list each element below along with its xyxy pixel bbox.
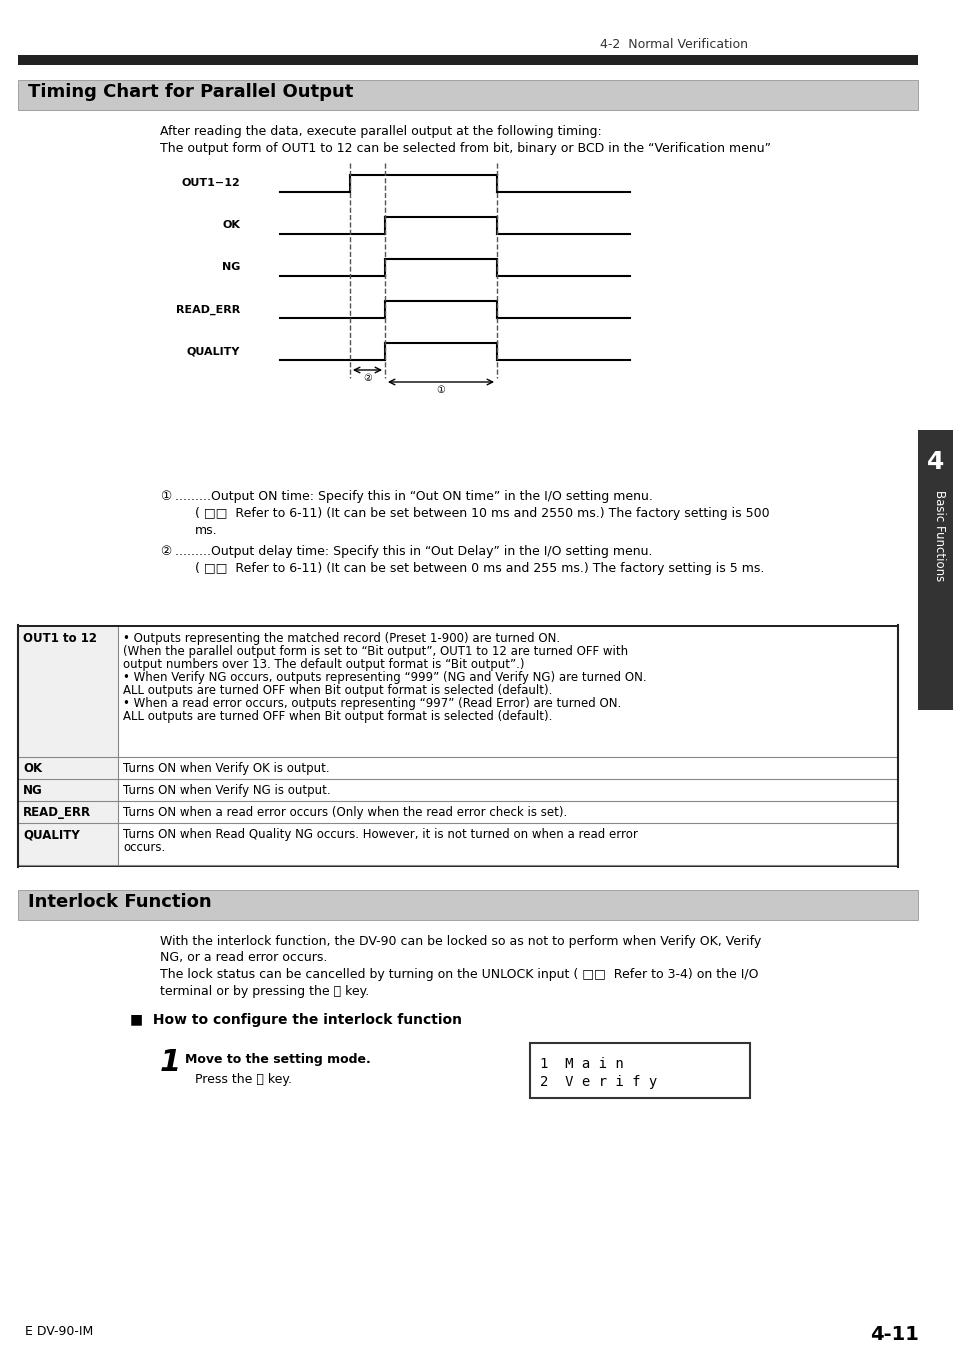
Text: output numbers over 13. The default output format is “Bit output”.): output numbers over 13. The default outp… (123, 658, 524, 671)
Bar (18, 800, 897, 823)
Text: Move to the setting mode.: Move to the setting mode. (185, 1053, 371, 1065)
Text: Turns ON when Read Quality NG occurs. However, it is not turned on when a read e: Turns ON when Read Quality NG occurs. Ho… (123, 827, 638, 841)
Bar (18, 865, 897, 867)
Bar (530, 1042, 749, 1098)
Text: With the interlock function, the DV-90 can be locked so as not to perform when V: With the interlock function, the DV-90 c… (160, 936, 760, 948)
Bar (18, 823, 897, 865)
Bar (18, 627, 118, 757)
Text: 2  V e r i f y: 2 V e r i f y (539, 1075, 657, 1088)
Text: ALL outputs are turned OFF when Bit output format is selected (default).: ALL outputs are turned OFF when Bit outp… (123, 684, 552, 698)
Text: ②: ② (160, 545, 172, 558)
Text: QUALITY: QUALITY (23, 827, 80, 841)
Text: ②: ② (363, 373, 372, 383)
Text: .........Output delay time: Specify this in “Out Delay” in the I/O setting menu.: .........Output delay time: Specify this… (174, 545, 652, 558)
Text: terminal or by pressing the ⓨ key.: terminal or by pressing the ⓨ key. (160, 986, 369, 998)
Text: ms.: ms. (194, 525, 217, 537)
Text: Press the Ⓐ key.: Press the Ⓐ key. (194, 1073, 292, 1086)
Bar (18, 55, 917, 65)
Text: .........Output ON time: Specify this in “Out ON time” in the I/O setting menu.: .........Output ON time: Specify this in… (174, 489, 652, 503)
Text: • Outputs representing the matched record (Preset 1-900) are turned ON.: • Outputs representing the matched recor… (123, 631, 559, 645)
Text: OUT1−12: OUT1−12 (181, 178, 240, 188)
Text: QUALITY: QUALITY (187, 346, 240, 357)
Text: ■  How to configure the interlock function: ■ How to configure the interlock functio… (130, 1013, 461, 1028)
Bar (18, 757, 118, 779)
Text: Interlock Function: Interlock Function (28, 894, 212, 911)
Bar (18, 890, 917, 919)
Text: Basic Functions: Basic Functions (933, 489, 945, 581)
Text: OUT1 to 12: OUT1 to 12 (23, 631, 97, 645)
Text: • When a read error occurs, outputs representing “997” (Read Error) are turned O: • When a read error occurs, outputs repr… (123, 698, 620, 710)
Text: 4-11: 4-11 (869, 1325, 918, 1344)
Text: READ_ERR: READ_ERR (23, 806, 91, 819)
Text: (When the parallel output form is set to “Bit output”, OUT1 to 12 are turned OFF: (When the parallel output form is set to… (123, 645, 627, 658)
Text: • When Verify NG occurs, outputs representing “999” (NG and Verify NG) are turne: • When Verify NG occurs, outputs represe… (123, 671, 646, 684)
Bar (18, 80, 917, 110)
Text: ( □□  Refer to 6-11) (It can be set between 10 ms and 2550 ms.) The factory sett: ( □□ Refer to 6-11) (It can be set betwe… (194, 507, 769, 521)
Bar (18, 779, 897, 800)
Text: ①: ① (160, 489, 172, 503)
Bar (18, 757, 897, 779)
Text: The output form of OUT1 to 12 can be selected from bit, binary or BCD in the “Ve: The output form of OUT1 to 12 can be sel… (160, 142, 770, 155)
Text: 1: 1 (160, 1048, 181, 1078)
Text: E DV-90-IM: E DV-90-IM (25, 1325, 93, 1338)
Text: Turns ON when Verify OK is output.: Turns ON when Verify OK is output. (123, 763, 330, 775)
Text: READ_ERR: READ_ERR (175, 304, 240, 315)
Text: NG: NG (23, 784, 43, 796)
Text: Turns ON when Verify NG is output.: Turns ON when Verify NG is output. (123, 784, 331, 796)
Text: OK: OK (222, 220, 240, 230)
Text: 1  M a i n: 1 M a i n (539, 1057, 623, 1071)
Text: occurs.: occurs. (123, 841, 165, 854)
Text: ( □□  Refer to 6-11) (It can be set between 0 ms and 255 ms.) The factory settin: ( □□ Refer to 6-11) (It can be set betwe… (194, 562, 763, 575)
Bar (18, 779, 118, 800)
Bar (18, 823, 118, 865)
Text: ①: ① (436, 385, 445, 395)
Text: NG: NG (221, 262, 240, 273)
Text: Timing Chart for Parallel Output: Timing Chart for Parallel Output (28, 82, 353, 101)
Text: OK: OK (23, 763, 42, 775)
Text: NG, or a read error occurs.: NG, or a read error occurs. (160, 950, 327, 964)
Text: 4: 4 (926, 450, 943, 475)
Text: ALL outputs are turned OFF when Bit output format is selected (default).: ALL outputs are turned OFF when Bit outp… (123, 710, 552, 723)
Bar (18, 800, 118, 823)
Text: After reading the data, execute parallel output at the following timing:: After reading the data, execute parallel… (160, 124, 601, 138)
Text: Turns ON when a read error occurs (Only when the read error check is set).: Turns ON when a read error occurs (Only … (123, 806, 567, 819)
Bar (18, 625, 897, 627)
Text: 4-2  Normal Verification: 4-2 Normal Verification (599, 38, 747, 51)
Bar (917, 430, 953, 710)
Text: The lock status can be cancelled by turning on the UNLOCK input ( □□  Refer to 3: The lock status can be cancelled by turn… (160, 968, 758, 982)
Bar (18, 627, 897, 757)
